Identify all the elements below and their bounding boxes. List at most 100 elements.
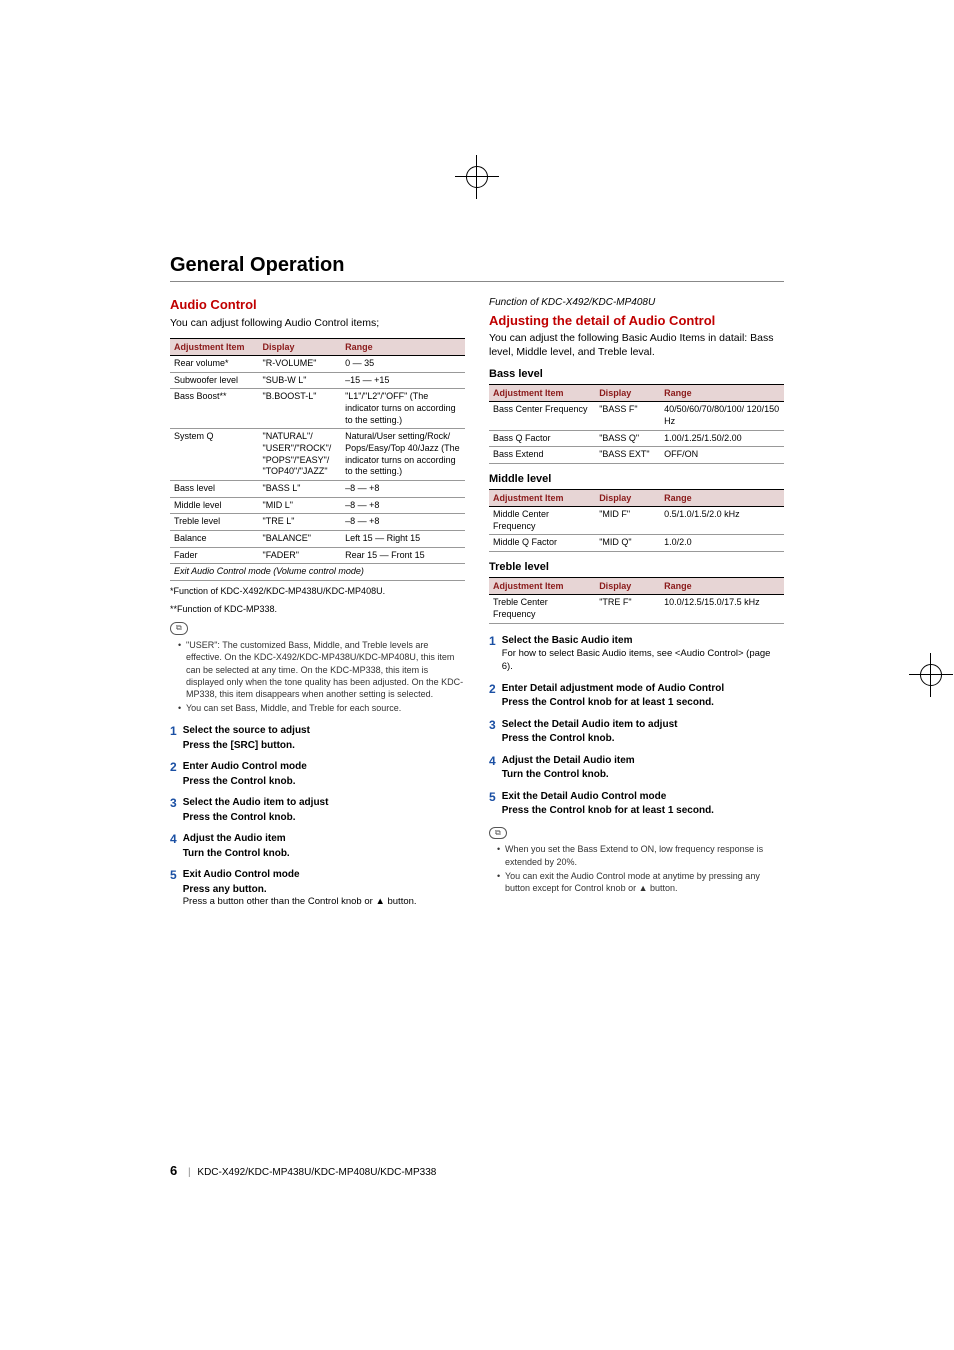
table-row: Middle level"MID L"–8 — +8 — [170, 497, 465, 514]
table-cell: "BASS EXT" — [595, 447, 660, 464]
table-cell: 40/50/60/70/80/100/ 120/150 Hz — [660, 402, 784, 430]
table-row: Bass level"BASS L"–8 — +8 — [170, 481, 465, 498]
table-cell: Subwoofer level — [170, 372, 259, 389]
table-cell: System Q — [170, 429, 259, 481]
step: 2 Enter Audio Control modePress the Contr… — [170, 760, 465, 788]
section-title: General Operation — [170, 254, 784, 282]
step-body: Select the source to adjustPress the [SR… — [183, 724, 310, 752]
table-cell: Bass Center Frequency — [489, 402, 595, 430]
left-column: Audio Control You can adjust following A… — [170, 296, 465, 917]
table-cell: Middle Center Frequency — [489, 507, 595, 535]
step-body: Exit Audio Control modePress any button.… — [183, 868, 417, 909]
col-header: Display — [595, 489, 660, 506]
step: 1Select the Basic Audio itemFor how to s… — [489, 634, 784, 674]
table-cell: "BASS L" — [259, 481, 342, 498]
table-row: Balance"BALANCE"Left 15 — Right 15 — [170, 531, 465, 548]
steps-list: 1Select the Basic Audio itemFor how to s… — [489, 634, 784, 818]
table-row: Treble level"TRE L"–8 — +8 — [170, 514, 465, 531]
table-row: Middle Center Frequency"MID F"0.5/1.0/1.… — [489, 507, 784, 535]
step-body: Adjust the Audio itemTurn the Control kn… — [183, 832, 290, 860]
table-cell: "MID L" — [259, 497, 342, 514]
step-title: Exit the Detail Audio Control mode — [502, 790, 714, 804]
step-title: Enter Audio Control mode — [183, 760, 307, 774]
function-line: Function of KDC-X492/KDC-MP408U — [489, 296, 784, 310]
step-title: Adjust the Audio item — [183, 832, 290, 846]
table-cell: 1.00/1.25/1.50/2.00 — [660, 430, 784, 447]
table-cell: –8 — +8 — [341, 481, 465, 498]
step-number: 2 — [489, 682, 496, 710]
crop-circle — [466, 166, 488, 188]
table-cell: Balance — [170, 531, 259, 548]
table-cell: Left 15 — Right 15 — [341, 531, 465, 548]
table-row: Rear volume*"R-VOLUME"0 — 35 — [170, 355, 465, 372]
step-title: Enter Detail adjustment mode of Audio Co… — [502, 682, 724, 696]
step: 5Exit Audio Control modePress any button… — [170, 868, 465, 909]
table-cell: Bass Boost** — [170, 389, 259, 429]
audio-control-lead: You can adjust following Audio Control i… — [170, 316, 465, 330]
table-cell: Natural/User setting/Rock/ Pops/Easy/Top… — [341, 429, 465, 481]
table-cell: –15 — +15 — [341, 372, 465, 389]
table-row: Subwoofer level"SUB-W L"–15 — +15 — [170, 372, 465, 389]
table-row: Treble Center Frequency"TRE F"10.0/12.5/… — [489, 595, 784, 623]
table-cell: 0 — 35 — [341, 355, 465, 372]
step-number: 3 — [489, 718, 496, 746]
detail-audio-heading: Adjusting the detail of Audio Control — [489, 312, 784, 330]
col-header: Adjustment Item — [489, 385, 595, 402]
group-heading: Bass level — [489, 367, 784, 382]
audio-control-table: Adjustment Item Display Range Rear volum… — [170, 338, 465, 581]
col-header: Display — [259, 338, 342, 355]
note-item: "USER": The customized Bass, Middle, and… — [178, 639, 465, 700]
col-header: Range — [660, 385, 784, 402]
step-title: Select the source to adjust — [183, 724, 310, 738]
step-note: Press a button other than the Control kn… — [183, 896, 417, 909]
footnote: *Function of KDC-X492/KDC-MP438U/KDC-MP4… — [170, 585, 465, 597]
detail-table: Adjustment ItemDisplayRangeBass Center F… — [489, 384, 784, 464]
table-cell: OFF/ON — [660, 447, 784, 464]
group-heading: Treble level — [489, 560, 784, 575]
table-cell: Bass Extend — [489, 447, 595, 464]
step: 1Select the source to adjustPress the [S… — [170, 724, 465, 752]
note-list: When you set the Bass Extend to ON, low … — [489, 843, 784, 894]
step-action: Press the Control knob. — [183, 775, 307, 789]
table-cell: "TRE L" — [259, 514, 342, 531]
table-cell: Treble level — [170, 514, 259, 531]
table-cell: 0.5/1.0/1.5/2.0 kHz — [660, 507, 784, 535]
col-header: Range — [660, 489, 784, 506]
detail-table: Adjustment ItemDisplayRangeMiddle Center… — [489, 489, 784, 552]
col-header: Adjustment Item — [170, 338, 259, 355]
table-cell: "TRE F" — [595, 595, 660, 623]
table-row: Bass Boost**"B.BOOST-L""L1"/"L2"/"OFF" (… — [170, 389, 465, 429]
step-number: 4 — [170, 832, 177, 860]
table-cell: Bass level — [170, 481, 259, 498]
table-cell: "L1"/"L2"/"OFF" (The indicator turns on … — [341, 389, 465, 429]
step-action: Press the [SRC] button. — [183, 739, 310, 753]
step-number: 4 — [489, 754, 496, 782]
step: 3Select the Audio item to adjustPress th… — [170, 796, 465, 824]
step: 3Select the Detail Audio item to adjustP… — [489, 718, 784, 746]
page-number: 6 — [170, 1163, 177, 1178]
step-action: Press the Control knob for at least 1 se… — [502, 804, 714, 818]
step-body: Select the Basic Audio itemFor how to se… — [502, 634, 784, 674]
table-row: Middle Q Factor"MID Q"1.0/2.0 — [489, 535, 784, 552]
step: 2 Enter Detail adjustment mode of Audio C… — [489, 682, 784, 710]
col-header: Adjustment Item — [489, 489, 595, 506]
note-item: You can set Bass, Middle, and Treble for… — [178, 702, 465, 714]
crop-line — [455, 176, 499, 177]
two-column-layout: Audio Control You can adjust following A… — [170, 296, 784, 917]
note-list: "USER": The customized Bass, Middle, and… — [170, 639, 465, 714]
step-body: Adjust the Detail Audio itemTurn the Con… — [502, 754, 635, 782]
col-header: Display — [595, 578, 660, 595]
table-cell: Exit Audio Control mode (Volume control … — [170, 564, 465, 581]
table-cell: "R-VOLUME" — [259, 355, 342, 372]
step-title: Select the Audio item to adjust — [183, 796, 329, 810]
col-header: Range — [341, 338, 465, 355]
footer-models: KDC-X492/KDC-MP438U/KDC-MP408U/KDC-MP338 — [197, 1167, 436, 1178]
table-cell: "BASS F" — [595, 402, 660, 430]
table-cell: Bass Q Factor — [489, 430, 595, 447]
step-body: Select the Audio item to adjustPress the… — [183, 796, 329, 824]
step-number: 2 — [170, 760, 177, 788]
col-header: Adjustment Item — [489, 578, 595, 595]
table-cell: "SUB-W L" — [259, 372, 342, 389]
note-item: When you set the Bass Extend to ON, low … — [497, 843, 784, 867]
step-body: Select the Detail Audio item to adjustPr… — [502, 718, 678, 746]
